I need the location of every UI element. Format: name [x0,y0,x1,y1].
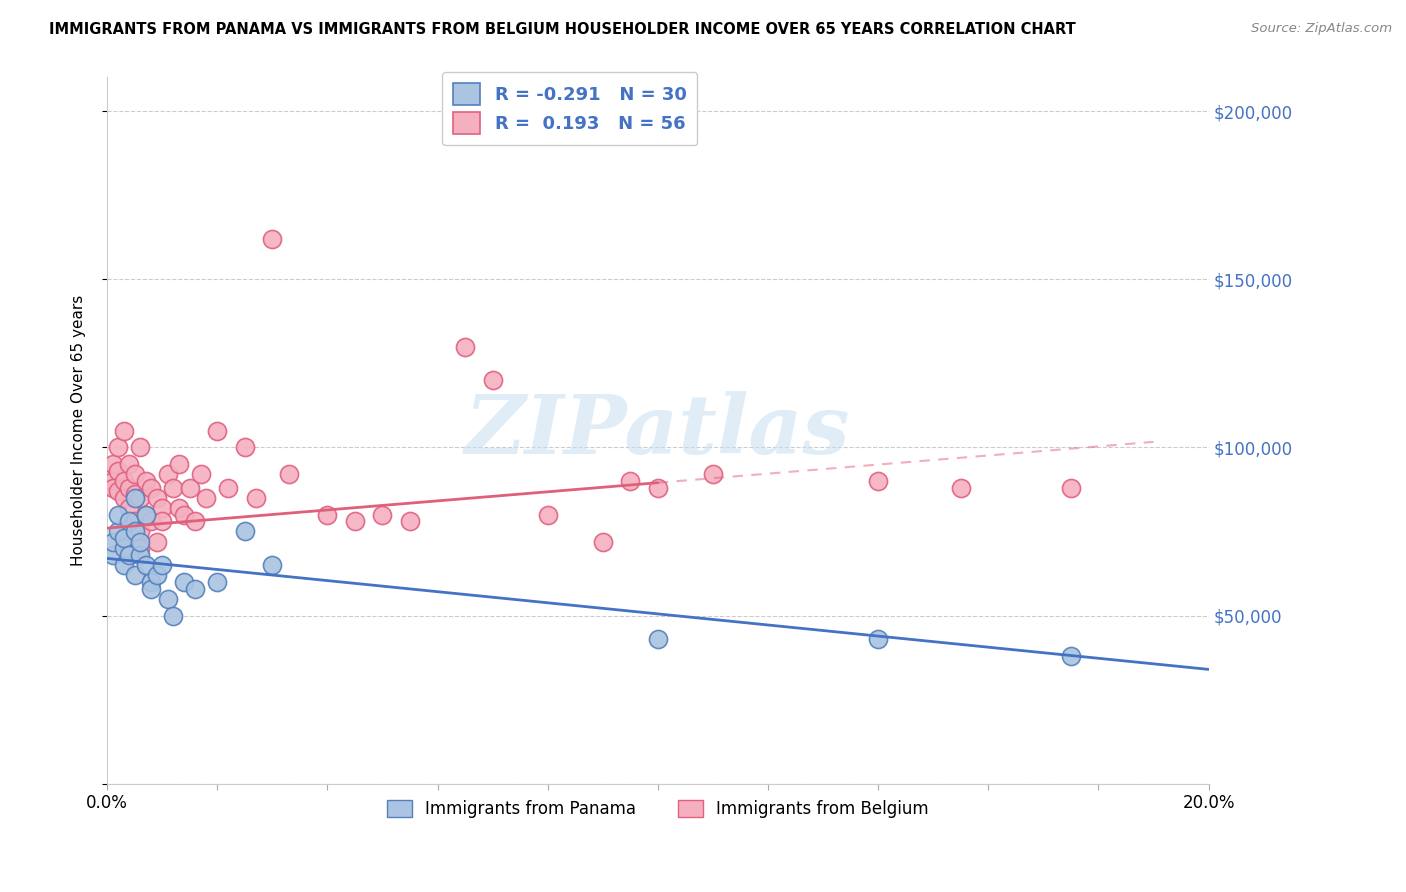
Point [135,474,157,488]
Point [129,441,152,455]
Point [205,574,228,589]
Point [868,474,890,488]
Point [217,481,239,495]
Point [124,568,146,582]
Point [112,424,135,438]
Point [145,568,167,582]
Point [135,508,157,522]
Point [107,464,129,478]
Point [124,487,146,501]
Point [162,608,184,623]
Point [190,467,212,482]
Point [150,558,173,573]
Point [179,481,201,495]
Y-axis label: Householder Income Over 65 years: Householder Income Over 65 years [72,295,86,566]
Point [118,481,141,495]
Point [124,467,146,482]
Point [1060,481,1083,495]
Point [233,441,256,455]
Point [129,524,152,539]
Point [537,508,560,522]
Point [233,524,256,539]
Point [101,548,124,562]
Point [112,558,135,573]
Point [112,491,135,505]
Point [118,457,141,471]
Point [139,515,162,529]
Point [277,467,299,482]
Point [1060,648,1083,663]
Point [101,457,124,471]
Point [145,491,167,505]
Point [167,500,190,515]
Point [167,457,190,471]
Point [135,508,157,522]
Point [173,508,195,522]
Legend: Immigrants from Panama, Immigrants from Belgium: Immigrants from Panama, Immigrants from … [380,793,935,825]
Point [129,541,152,556]
Point [139,481,162,495]
Text: ZIPatlas: ZIPatlas [465,391,851,471]
Point [262,232,284,246]
Point [112,474,135,488]
Point [262,558,284,573]
Point [150,500,173,515]
Point [868,632,890,646]
Point [343,515,366,529]
Text: IMMIGRANTS FROM PANAMA VS IMMIGRANTS FROM BELGIUM HOUSEHOLDER INCOME OVER 65 YEA: IMMIGRANTS FROM PANAMA VS IMMIGRANTS FRO… [49,22,1076,37]
Point [118,500,141,515]
Point [118,515,141,529]
Point [107,508,129,522]
Point [592,534,614,549]
Point [101,534,124,549]
Point [205,424,228,438]
Point [101,481,124,495]
Point [316,508,339,522]
Point [135,558,157,573]
Text: Source: ZipAtlas.com: Source: ZipAtlas.com [1251,22,1392,36]
Point [112,541,135,556]
Point [619,474,641,488]
Point [162,481,184,495]
Point [139,574,162,589]
Point [156,591,179,606]
Point [107,524,129,539]
Point [195,491,218,505]
Point [124,524,146,539]
Point [107,441,129,455]
Point [949,481,972,495]
Point [150,515,173,529]
Point [145,534,167,549]
Point [156,467,179,482]
Point [454,339,477,353]
Point [481,373,503,387]
Point [371,508,394,522]
Point [107,484,129,499]
Point [647,481,669,495]
Point [124,515,146,529]
Point [101,474,124,488]
Point [129,548,152,562]
Point [129,534,152,549]
Point [112,531,135,545]
Point [118,548,141,562]
Point [124,491,146,505]
Point [129,491,152,505]
Point [245,491,267,505]
Point [399,515,422,529]
Point [139,582,162,596]
Point [702,467,724,482]
Point [647,632,669,646]
Point [173,574,195,589]
Point [184,515,207,529]
Point [184,582,207,596]
